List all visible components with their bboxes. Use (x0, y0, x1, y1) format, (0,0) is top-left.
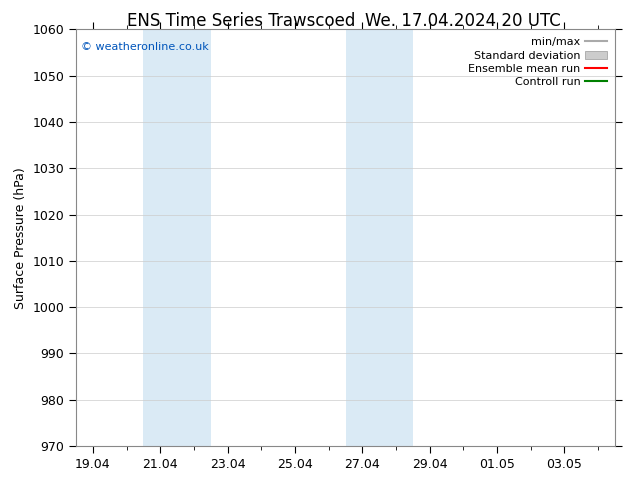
Text: We. 17.04.2024 20 UTC: We. 17.04.2024 20 UTC (365, 12, 560, 30)
Bar (143, 29, 177, 446)
Y-axis label: Surface Pressure (hPa): Surface Pressure (hPa) (14, 167, 27, 309)
Bar (379, 29, 413, 446)
Text: © weatheronline.co.uk: © weatheronline.co.uk (81, 42, 209, 52)
Bar (177, 29, 210, 446)
Bar (346, 29, 379, 446)
Legend: min/max, Standard deviation, Ensemble mean run, Controll run: min/max, Standard deviation, Ensemble me… (466, 35, 609, 89)
Text: ENS Time Series Trawscoed: ENS Time Series Trawscoed (127, 12, 355, 30)
